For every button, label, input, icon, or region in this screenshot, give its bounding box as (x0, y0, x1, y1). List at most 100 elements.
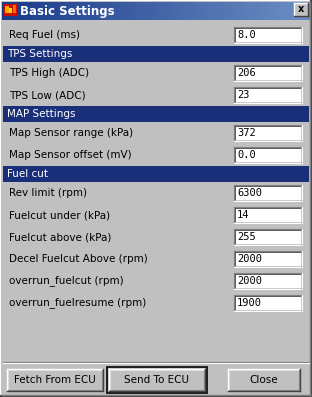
Bar (197, 2, 202, 20)
Bar (207, 2, 212, 20)
Bar (13, 5, 16, 13)
Bar (294, 3, 308, 16)
Text: x: x (298, 4, 304, 15)
Bar (95, 2, 100, 20)
Text: 2000: 2000 (237, 254, 262, 264)
Text: 14: 14 (237, 210, 250, 220)
Bar (105, 2, 110, 20)
Bar (2, 2, 7, 20)
Bar (295, 2, 300, 20)
Bar (115, 2, 120, 20)
Text: MAP Settings: MAP Settings (7, 109, 76, 119)
Bar (234, 125, 302, 141)
Bar (223, 2, 228, 20)
Bar (7, 2, 12, 20)
Bar (238, 2, 243, 20)
Text: 372: 372 (237, 128, 256, 138)
Bar (228, 369, 300, 391)
Bar (38, 2, 43, 20)
Bar (234, 251, 302, 267)
Bar (171, 2, 177, 20)
Bar (9, 8, 12, 13)
Text: 1900: 1900 (237, 298, 262, 308)
Bar (279, 2, 284, 20)
Bar (269, 2, 274, 20)
Text: 6300: 6300 (237, 188, 262, 198)
Bar (234, 295, 302, 311)
Bar (5, 6, 9, 13)
Text: overrun_fuelresume (rpm): overrun_fuelresume (rpm) (9, 297, 146, 308)
Bar (166, 2, 171, 20)
Bar (234, 27, 302, 43)
Bar (234, 147, 302, 163)
Bar (141, 2, 146, 20)
Bar (48, 2, 53, 20)
Bar (234, 229, 302, 245)
Text: Send To ECU: Send To ECU (124, 375, 189, 385)
Bar (234, 87, 302, 103)
Bar (187, 2, 192, 20)
Text: Decel Fuelcut Above (rpm): Decel Fuelcut Above (rpm) (9, 254, 148, 264)
Bar (305, 2, 310, 20)
Text: Fetch From ECU: Fetch From ECU (14, 375, 96, 385)
Bar (290, 2, 295, 20)
Bar (7, 369, 103, 391)
Bar (151, 2, 156, 20)
Text: 0.0: 0.0 (237, 150, 256, 160)
Text: 2000: 2000 (237, 276, 262, 286)
Bar (58, 2, 64, 20)
Bar (107, 367, 207, 393)
Bar (33, 2, 38, 20)
Bar (233, 2, 238, 20)
Bar (177, 2, 182, 20)
Text: TPS High (ADC): TPS High (ADC) (9, 68, 89, 78)
Bar (110, 2, 115, 20)
Bar (202, 2, 207, 20)
Bar (284, 2, 290, 20)
Text: Req Fuel (ms): Req Fuel (ms) (9, 30, 80, 40)
Text: 23: 23 (237, 90, 250, 100)
Bar (84, 2, 89, 20)
Bar (43, 2, 48, 20)
Bar (74, 2, 79, 20)
Bar (130, 2, 135, 20)
Bar (212, 2, 217, 20)
Bar (100, 2, 105, 20)
Bar (69, 2, 74, 20)
Bar (3, 46, 309, 62)
Bar (182, 2, 187, 20)
Text: Map Sensor offset (mV): Map Sensor offset (mV) (9, 150, 132, 160)
Bar (259, 2, 264, 20)
Bar (64, 2, 69, 20)
Bar (109, 369, 205, 391)
Bar (79, 2, 84, 20)
Text: Basic Settings: Basic Settings (20, 4, 115, 17)
Bar (234, 207, 302, 223)
Bar (12, 2, 17, 20)
Bar (53, 2, 58, 20)
Bar (161, 2, 166, 20)
Text: overrun_fuelcut (rpm): overrun_fuelcut (rpm) (9, 276, 124, 287)
Bar (28, 2, 33, 20)
Text: 8.0: 8.0 (237, 30, 256, 40)
Bar (156, 2, 161, 20)
Text: Map Sensor range (kPa): Map Sensor range (kPa) (9, 128, 133, 138)
Bar (22, 2, 28, 20)
Bar (3, 166, 309, 182)
Text: TPS Low (ADC): TPS Low (ADC) (9, 90, 85, 100)
Bar (234, 273, 302, 289)
Bar (125, 2, 130, 20)
Bar (243, 2, 248, 20)
Bar (4, 4, 17, 16)
Text: 255: 255 (237, 232, 256, 242)
Bar (217, 2, 223, 20)
Bar (228, 2, 233, 20)
Text: Fuelcut above (kPa): Fuelcut above (kPa) (9, 232, 111, 242)
Bar (274, 2, 279, 20)
Bar (89, 2, 95, 20)
Bar (300, 2, 305, 20)
Bar (254, 2, 259, 20)
Text: TPS Settings: TPS Settings (7, 49, 72, 59)
Text: Close: Close (250, 375, 278, 385)
Text: Fuelcut under (kPa): Fuelcut under (kPa) (9, 210, 110, 220)
